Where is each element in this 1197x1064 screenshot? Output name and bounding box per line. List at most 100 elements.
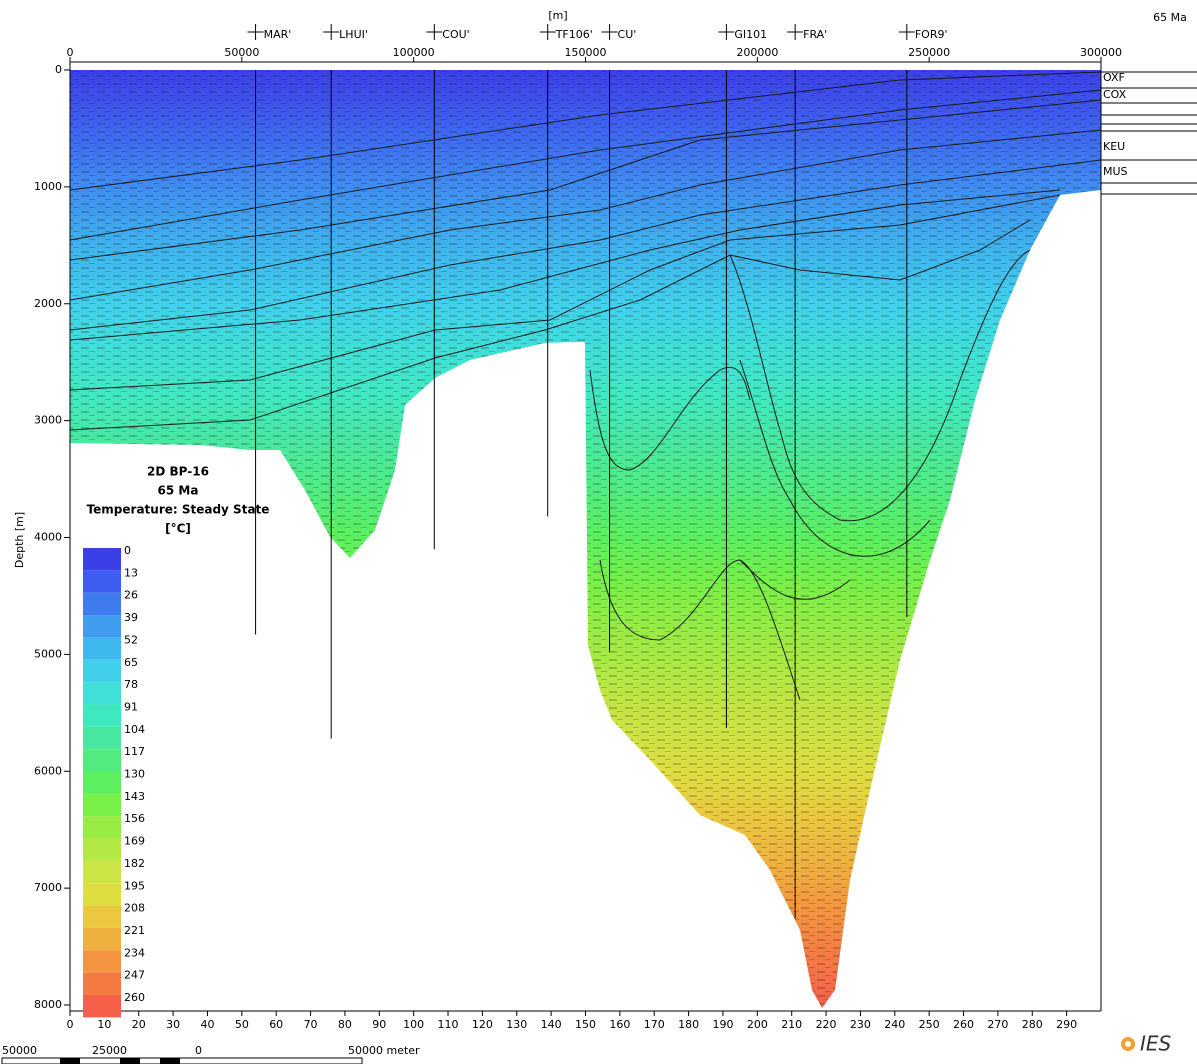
legend-swatch	[83, 615, 121, 638]
legend-label: 130	[124, 768, 145, 781]
section-body	[70, 70, 1101, 1008]
x2-tick-label: 40	[200, 1018, 214, 1031]
x2-tick-label: 250	[919, 1018, 940, 1031]
time-label: 65 Ma	[1153, 11, 1187, 24]
x-tick-label: 250000	[908, 46, 950, 59]
x2-tick-label: 260	[953, 1018, 974, 1031]
legend-label: 182	[124, 857, 145, 870]
scale-label: 50000 meter	[348, 1044, 420, 1057]
legend-label: 221	[124, 924, 145, 937]
y-tick-label: 7000	[34, 881, 62, 894]
legend-label: 195	[124, 879, 145, 892]
x2-tick-label: 150	[575, 1018, 596, 1031]
legend-label: 143	[124, 790, 145, 803]
well-name: CU'	[618, 28, 637, 41]
well-name: GI101	[734, 28, 767, 41]
x2-tick-label: 190	[712, 1018, 733, 1031]
logo: IES	[1121, 1032, 1172, 1056]
legend-swatch	[83, 995, 121, 1018]
legend-swatch	[83, 972, 121, 995]
y-tick-label: 6000	[34, 764, 62, 777]
well-name: MAR'	[264, 28, 292, 41]
horizon-label: COX	[1103, 88, 1127, 101]
x2-tick-label: 290	[1056, 1018, 1077, 1031]
scale-bar: 50000 25000 0 50000 meter	[1, 1044, 420, 1064]
x-tick-label: 150000	[565, 46, 607, 59]
legend-swatch	[83, 927, 121, 951]
legend-swatch	[83, 793, 121, 817]
legend-swatch	[83, 771, 121, 794]
x2-tick-label: 110	[438, 1018, 459, 1031]
x-tick-label: 100000	[393, 46, 435, 59]
x2-tick-label: 140	[541, 1018, 562, 1031]
x2-tick-label: 80	[338, 1018, 352, 1031]
x2-tick-label: 280	[1022, 1018, 1043, 1031]
legend-swatch	[83, 548, 121, 571]
legend-label: 117	[124, 745, 145, 758]
y-tick-label: 2000	[34, 297, 62, 310]
y-axis-label: Depth [m]	[13, 512, 26, 568]
legend-swatch	[83, 637, 121, 660]
legend-swatch	[83, 950, 121, 973]
legend-label: 156	[124, 812, 145, 825]
legend-title: 65 Ma	[158, 484, 199, 498]
legend-swatch	[83, 659, 121, 683]
legend-swatch	[83, 860, 121, 884]
x2-tick-label: 50	[235, 1018, 249, 1031]
legend-label: 0	[124, 544, 131, 557]
x2-tick-label: 170	[644, 1018, 665, 1031]
legend-label: 65	[124, 656, 138, 669]
legend-swatch	[83, 682, 121, 705]
x2-tick-label: 130	[506, 1018, 527, 1031]
legend-swatch	[83, 905, 121, 928]
x2-tick-label: 180	[678, 1018, 699, 1031]
legend-label: 78	[124, 678, 138, 691]
x-tick-label: 200000	[736, 46, 778, 59]
x2-tick-label: 200	[747, 1018, 768, 1031]
scale-label: 50000	[2, 1044, 37, 1057]
x-unit: [m]	[548, 9, 567, 22]
legend-label: 39	[124, 611, 138, 624]
logo-text: IES	[1140, 1032, 1172, 1056]
legend-label: 26	[124, 589, 138, 602]
x-tick-label: 300000	[1080, 46, 1122, 59]
legend-swatch	[83, 570, 121, 593]
legend-swatch	[83, 592, 121, 616]
legend-label: 104	[124, 723, 145, 736]
x2-tick-label: 10	[97, 1018, 111, 1031]
legend-title: 2D BP-16	[147, 465, 209, 479]
y-tick-label: 8000	[34, 998, 62, 1011]
legend-label: 234	[124, 946, 145, 959]
x2-tick-label: 60	[269, 1018, 283, 1031]
legend-title: [°C]	[165, 522, 191, 536]
x2-tick-label: 230	[850, 1018, 871, 1031]
legend-swatch	[83, 726, 121, 750]
legend-label: 260	[124, 991, 145, 1004]
x2-tick-label: 90	[372, 1018, 386, 1031]
x2-tick-label: 30	[166, 1018, 180, 1031]
legend-label: 208	[124, 902, 145, 915]
x-tick-label: 50000	[224, 46, 259, 59]
x2-tick-label: 0	[67, 1018, 74, 1031]
legend-swatch	[83, 704, 121, 727]
legend-label: 91	[124, 700, 138, 713]
legend-label: 13	[124, 566, 138, 579]
well-name: FOR9'	[915, 28, 948, 41]
scale-label: 0	[195, 1044, 202, 1057]
scale-label: 25000	[92, 1044, 127, 1057]
x2-tick-label: 210	[781, 1018, 802, 1031]
y-tick-label: 3000	[34, 414, 62, 427]
legend-label: 169	[124, 835, 145, 848]
x2-tick-label: 70	[304, 1018, 318, 1031]
x-tick-label: 0	[67, 46, 74, 59]
x2-tick-label: 160	[609, 1018, 630, 1031]
y-tick-label: 4000	[34, 531, 62, 544]
y-tick-label: 1000	[34, 180, 62, 193]
x2-tick-label: 100	[403, 1018, 424, 1031]
horizon-label: OXF	[1103, 71, 1125, 84]
legend-label: 52	[124, 633, 138, 646]
x2-tick-label: 270	[987, 1018, 1008, 1031]
well-name: TF106'	[555, 28, 593, 41]
well-name: FRA'	[803, 28, 827, 41]
